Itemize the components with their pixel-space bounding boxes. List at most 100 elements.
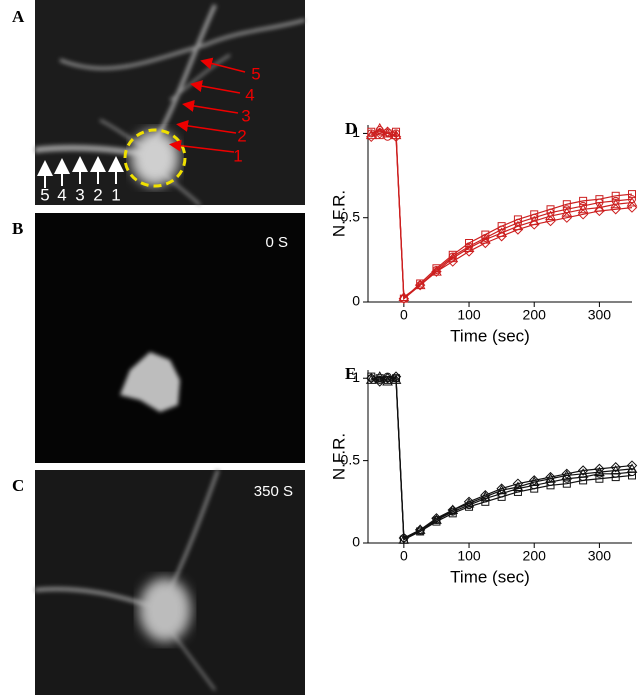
marker [496, 231, 507, 242]
y-tick-label: 0.5 [341, 208, 361, 224]
x-tick-label: 100 [457, 307, 481, 323]
marker [546, 205, 555, 214]
marker [626, 197, 638, 207]
marker [398, 293, 410, 304]
x-tick-label: 200 [523, 307, 547, 323]
marker [628, 190, 636, 199]
time-label: 350 S [254, 483, 293, 500]
marker [545, 215, 556, 227]
marker [595, 474, 604, 483]
series-line [371, 131, 633, 300]
marker [414, 279, 426, 291]
marker [561, 468, 573, 480]
marker [431, 513, 442, 524]
series-line [371, 375, 633, 540]
x-tick-label: 300 [588, 548, 612, 564]
y-tick-label: 1 [352, 124, 360, 140]
marker [374, 371, 386, 381]
marker [496, 483, 507, 494]
y-tick-label: 0 [352, 293, 360, 309]
marker [366, 131, 377, 143]
panel-label: B [12, 219, 23, 238]
arrow-label: 2 [93, 185, 102, 204]
x-tick-label: 0 [400, 307, 408, 323]
series-line [371, 129, 633, 300]
marker [577, 465, 589, 476]
marker [561, 207, 573, 217]
marker [481, 497, 490, 506]
marker [626, 202, 638, 213]
marker [579, 196, 588, 205]
x-tick-label: 200 [523, 548, 547, 564]
time-label: 0 S [265, 234, 288, 251]
marker [626, 460, 638, 471]
marker [545, 471, 556, 483]
marker [366, 373, 377, 384]
y-tick-label: 1 [352, 369, 360, 385]
marker [398, 532, 410, 544]
marker [512, 224, 524, 235]
marker [610, 462, 621, 473]
marker [561, 212, 573, 223]
marker [447, 256, 458, 267]
marker [594, 205, 605, 217]
arrow-label: 4 [57, 185, 66, 204]
marker [577, 203, 589, 214]
arrow-label: 2 [237, 126, 246, 145]
marker [390, 131, 402, 143]
chart: D 0 0.5 1 0 100 200 300 Time (sec) N.F.R. [329, 119, 638, 345]
marker [374, 376, 385, 387]
image-b [35, 213, 305, 463]
marker [610, 198, 622, 209]
marker [390, 371, 402, 382]
arrow-label: 5 [251, 64, 260, 83]
marker [529, 219, 540, 230]
marker [448, 250, 457, 259]
panel-label: D [345, 119, 357, 138]
marker [431, 266, 442, 277]
marker [367, 127, 376, 136]
marker [513, 215, 522, 224]
x-tick-label: 0 [400, 548, 408, 564]
arrow-label: 3 [75, 185, 84, 204]
marker [465, 502, 474, 511]
marker [414, 524, 426, 536]
marker [382, 126, 393, 137]
marker [529, 475, 540, 486]
marker [530, 210, 539, 219]
marker [545, 210, 556, 221]
marker [480, 490, 491, 501]
image-c [34, 469, 305, 695]
marker [611, 191, 620, 200]
marker [562, 200, 571, 209]
panel-label: C [12, 476, 24, 495]
marker [414, 279, 426, 290]
series-line [371, 375, 633, 539]
y-axis-label: N.F.R. [329, 433, 348, 480]
marker [414, 524, 426, 534]
marker [610, 204, 621, 215]
marker [480, 237, 491, 249]
y-tick-label: 0.5 [341, 451, 361, 467]
panel-label: E [345, 364, 356, 383]
panel-label: A [12, 7, 25, 26]
y-axis-label: N.F.R. [329, 190, 348, 237]
series-line [371, 375, 633, 541]
x-axis-label: Time (sec) [450, 326, 530, 345]
arrow-label: 4 [245, 85, 254, 104]
marker [447, 504, 458, 516]
marker [512, 478, 524, 489]
image-a [34, 0, 306, 206]
arrow-label: 1 [233, 146, 242, 165]
arrow-label: 5 [40, 185, 49, 204]
y-tick-label: 0 [352, 534, 360, 550]
x-axis-label: Time (sec) [450, 567, 530, 586]
x-tick-label: 300 [588, 307, 612, 323]
marker [579, 476, 588, 485]
series-line [371, 131, 633, 300]
marker [595, 195, 604, 204]
charts: D 0 0.5 1 0 100 200 300 Time (sec) N.F.R. E 0 0.5 1 0 1… [329, 119, 638, 586]
marker [497, 222, 506, 231]
